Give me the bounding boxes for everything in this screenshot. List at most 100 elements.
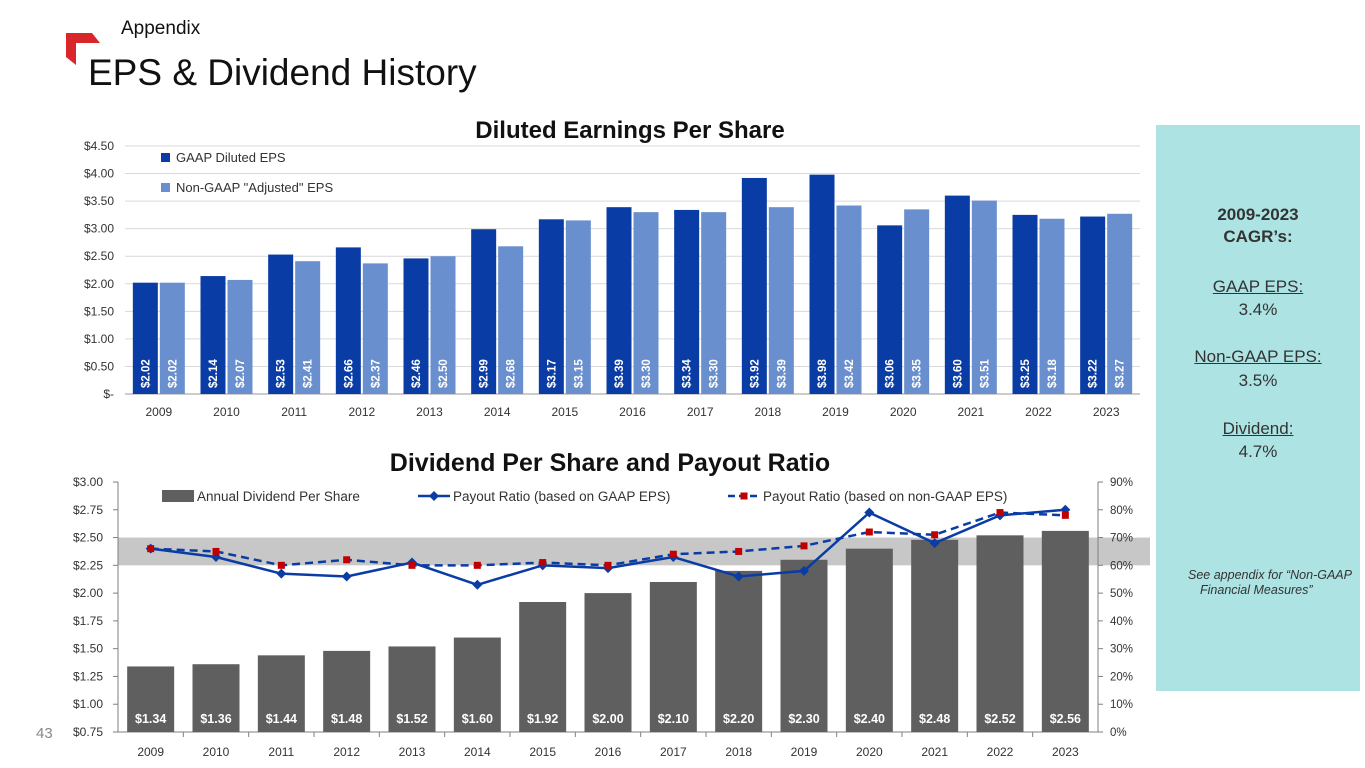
nongaap-legend-label: Non-GAAP "Adjusted" EPS	[176, 180, 333, 195]
dividend-bar	[715, 570, 763, 732]
dividend-data-label: $2.52	[984, 712, 1015, 726]
dividend-left-tick-label: $1.75	[73, 614, 103, 628]
gaap-eps-data-label: $2.66	[343, 359, 355, 388]
gaap-payout-point	[929, 538, 940, 549]
gaap-eps-data-label: $3.60	[952, 359, 964, 388]
dividend-left-tick-label: $0.75	[73, 725, 103, 739]
dividend-right-tick-label: 80%	[1110, 505, 1133, 517]
gaap-eps-bar	[335, 247, 361, 394]
dividend-data-label: $2.20	[723, 712, 754, 726]
dividend-right-tick-label: 60%	[1110, 560, 1133, 572]
dividend-bar	[127, 666, 175, 732]
gaap-eps-bar	[538, 219, 564, 394]
gaap-legend-swatch	[161, 153, 170, 162]
eps-chart-title: Diluted Earnings Per Share	[475, 117, 784, 144]
nongaap-payout-point	[343, 556, 351, 564]
page-title: EPS & Dividend History	[88, 52, 477, 93]
dividend-left-tick-label: $2.25	[73, 558, 103, 572]
dividend-xtick-label: 2020	[856, 745, 883, 759]
eps-xtick-label: 2012	[348, 405, 375, 419]
dividend-value: 4.7%	[1238, 442, 1278, 461]
eps-ytick-label: $0.50	[84, 359, 114, 373]
gaap-eps-data-label: $3.39	[614, 359, 626, 388]
dividend-bar	[257, 655, 305, 732]
nongaap-eps-data-label: $3.35	[912, 359, 924, 388]
nongaap-eps-data-label: $3.30	[709, 359, 721, 388]
gaap-eps-label: GAAP EPS:	[1212, 277, 1304, 296]
dividend-right-tick-label: 70%	[1110, 533, 1133, 545]
nongaap-payout-point	[604, 561, 612, 569]
dividend-chart: $0.75 $1.00 $1.25 $1.50 $1.75 $2.00 $2.25 $2.50…	[73, 449, 1150, 759]
cagr-panel: 2009-2023 CAGR’s: GAAP EPS: 3.4% Non-GAA…	[1156, 125, 1360, 691]
dividend-data-label: $1.34	[135, 712, 166, 726]
eps-ytick-label: $2.50	[84, 249, 114, 263]
nongaap-payout-point	[865, 528, 873, 536]
dividend-data-label: $1.44	[266, 712, 297, 726]
nongaap-payout-point	[996, 509, 1004, 517]
nongaap-eps-data-label: $2.41	[303, 359, 315, 388]
dividend-left-tick-label: $2.50	[73, 531, 103, 545]
dividend-xtick-label: 2019	[791, 745, 818, 759]
dividend-left-tick-label: $3.00	[73, 475, 103, 489]
gaap-payout-point	[341, 571, 352, 582]
dividend-right-tick-label: 20%	[1110, 671, 1133, 683]
nongaap-eps-label: Non-GAAP EPS:	[1194, 347, 1322, 366]
dividend-right-tick-label: 40%	[1110, 616, 1133, 628]
nongaap-payout-point	[669, 550, 677, 558]
nongaap-eps-data-label: $2.37	[370, 359, 382, 388]
gaap-eps-data-label: $2.46	[411, 359, 423, 388]
gaap-eps-data-label: $3.34	[682, 359, 694, 388]
gaap-eps-data-label: $2.02	[140, 359, 152, 388]
gaap-eps-bar	[471, 229, 497, 394]
dividend-right-tick-label: 0%	[1110, 727, 1127, 739]
dividend-data-label: $1.48	[331, 712, 362, 726]
nongaap-eps-bar	[701, 212, 727, 394]
gaap-eps-data-label: $3.17	[546, 359, 558, 388]
eps-ytick-label: $1.50	[84, 304, 114, 318]
gaap-eps-data-label: $3.98	[817, 359, 829, 388]
eps-chart: $- $0.50 $1.00 $1.50 $2.00 $2.50 $3.00 $3.50 $4.…	[84, 117, 1140, 419]
dividend-xtick-label: 2012	[333, 745, 360, 759]
gaap-eps-bar	[809, 174, 835, 394]
nongaap-eps-bar	[633, 212, 659, 394]
nongaap-eps-bar	[768, 207, 794, 394]
dividend-bar	[584, 593, 632, 732]
dividend-xtick-label: 2022	[987, 745, 1014, 759]
eps-xtick-label: 2020	[890, 405, 917, 419]
dividend-data-label: $1.36	[200, 712, 231, 726]
dividend-xtick-label: 2011	[268, 745, 294, 759]
nongaap-eps-bar	[159, 282, 185, 394]
eps-xtick-label: 2018	[754, 405, 781, 419]
section-label: Appendix	[121, 18, 201, 39]
dividend-right-tick-label: 90%	[1110, 477, 1133, 489]
gaap-eps-data-label: $2.14	[208, 359, 220, 388]
dividend-xtick-label: 2017	[660, 745, 687, 759]
dividend-bar	[976, 535, 1024, 732]
gaap-eps-bar	[200, 276, 226, 394]
nongaap-legend-swatch	[161, 183, 170, 192]
gaap-eps-bar	[268, 254, 294, 394]
dividend-left-tick-label: $1.50	[73, 642, 103, 656]
gaap-eps-bar	[1012, 214, 1038, 394]
dividend-right-tick-label: 10%	[1110, 699, 1133, 711]
eps-xtick-label: 2015	[551, 405, 578, 419]
dividend-xtick-label: 2009	[137, 745, 164, 759]
dividend-xtick-label: 2018	[725, 745, 752, 759]
non-gaap-note: See appendix for “Non-GAAP Financial Mea…	[1188, 568, 1352, 597]
gaap-payout-legend-marker	[429, 491, 439, 501]
nongaap-payout-point	[408, 561, 416, 569]
dividend-data-label: $1.60	[462, 712, 493, 726]
gaap-eps-data-label: $3.25	[1020, 359, 1032, 388]
dividend-xtick-label: 2013	[399, 745, 426, 759]
nongaap-eps-data-label: $3.39	[776, 359, 788, 388]
dividend-right-tick-label: 30%	[1110, 644, 1133, 656]
eps-ytick-label: $3.00	[84, 222, 114, 236]
gaap-eps-bar	[132, 282, 158, 394]
nongaap-eps-data-label: $2.68	[506, 359, 518, 388]
gaap-eps-data-label: $3.92	[749, 359, 761, 388]
nongaap-eps-bar	[1107, 213, 1133, 394]
dividend-bar	[519, 602, 567, 732]
gaap-eps-value: 3.4%	[1238, 300, 1278, 319]
nongaap-eps-data-label: $3.27	[1115, 359, 1127, 388]
nongaap-eps-data-label: $3.18	[1047, 359, 1059, 388]
